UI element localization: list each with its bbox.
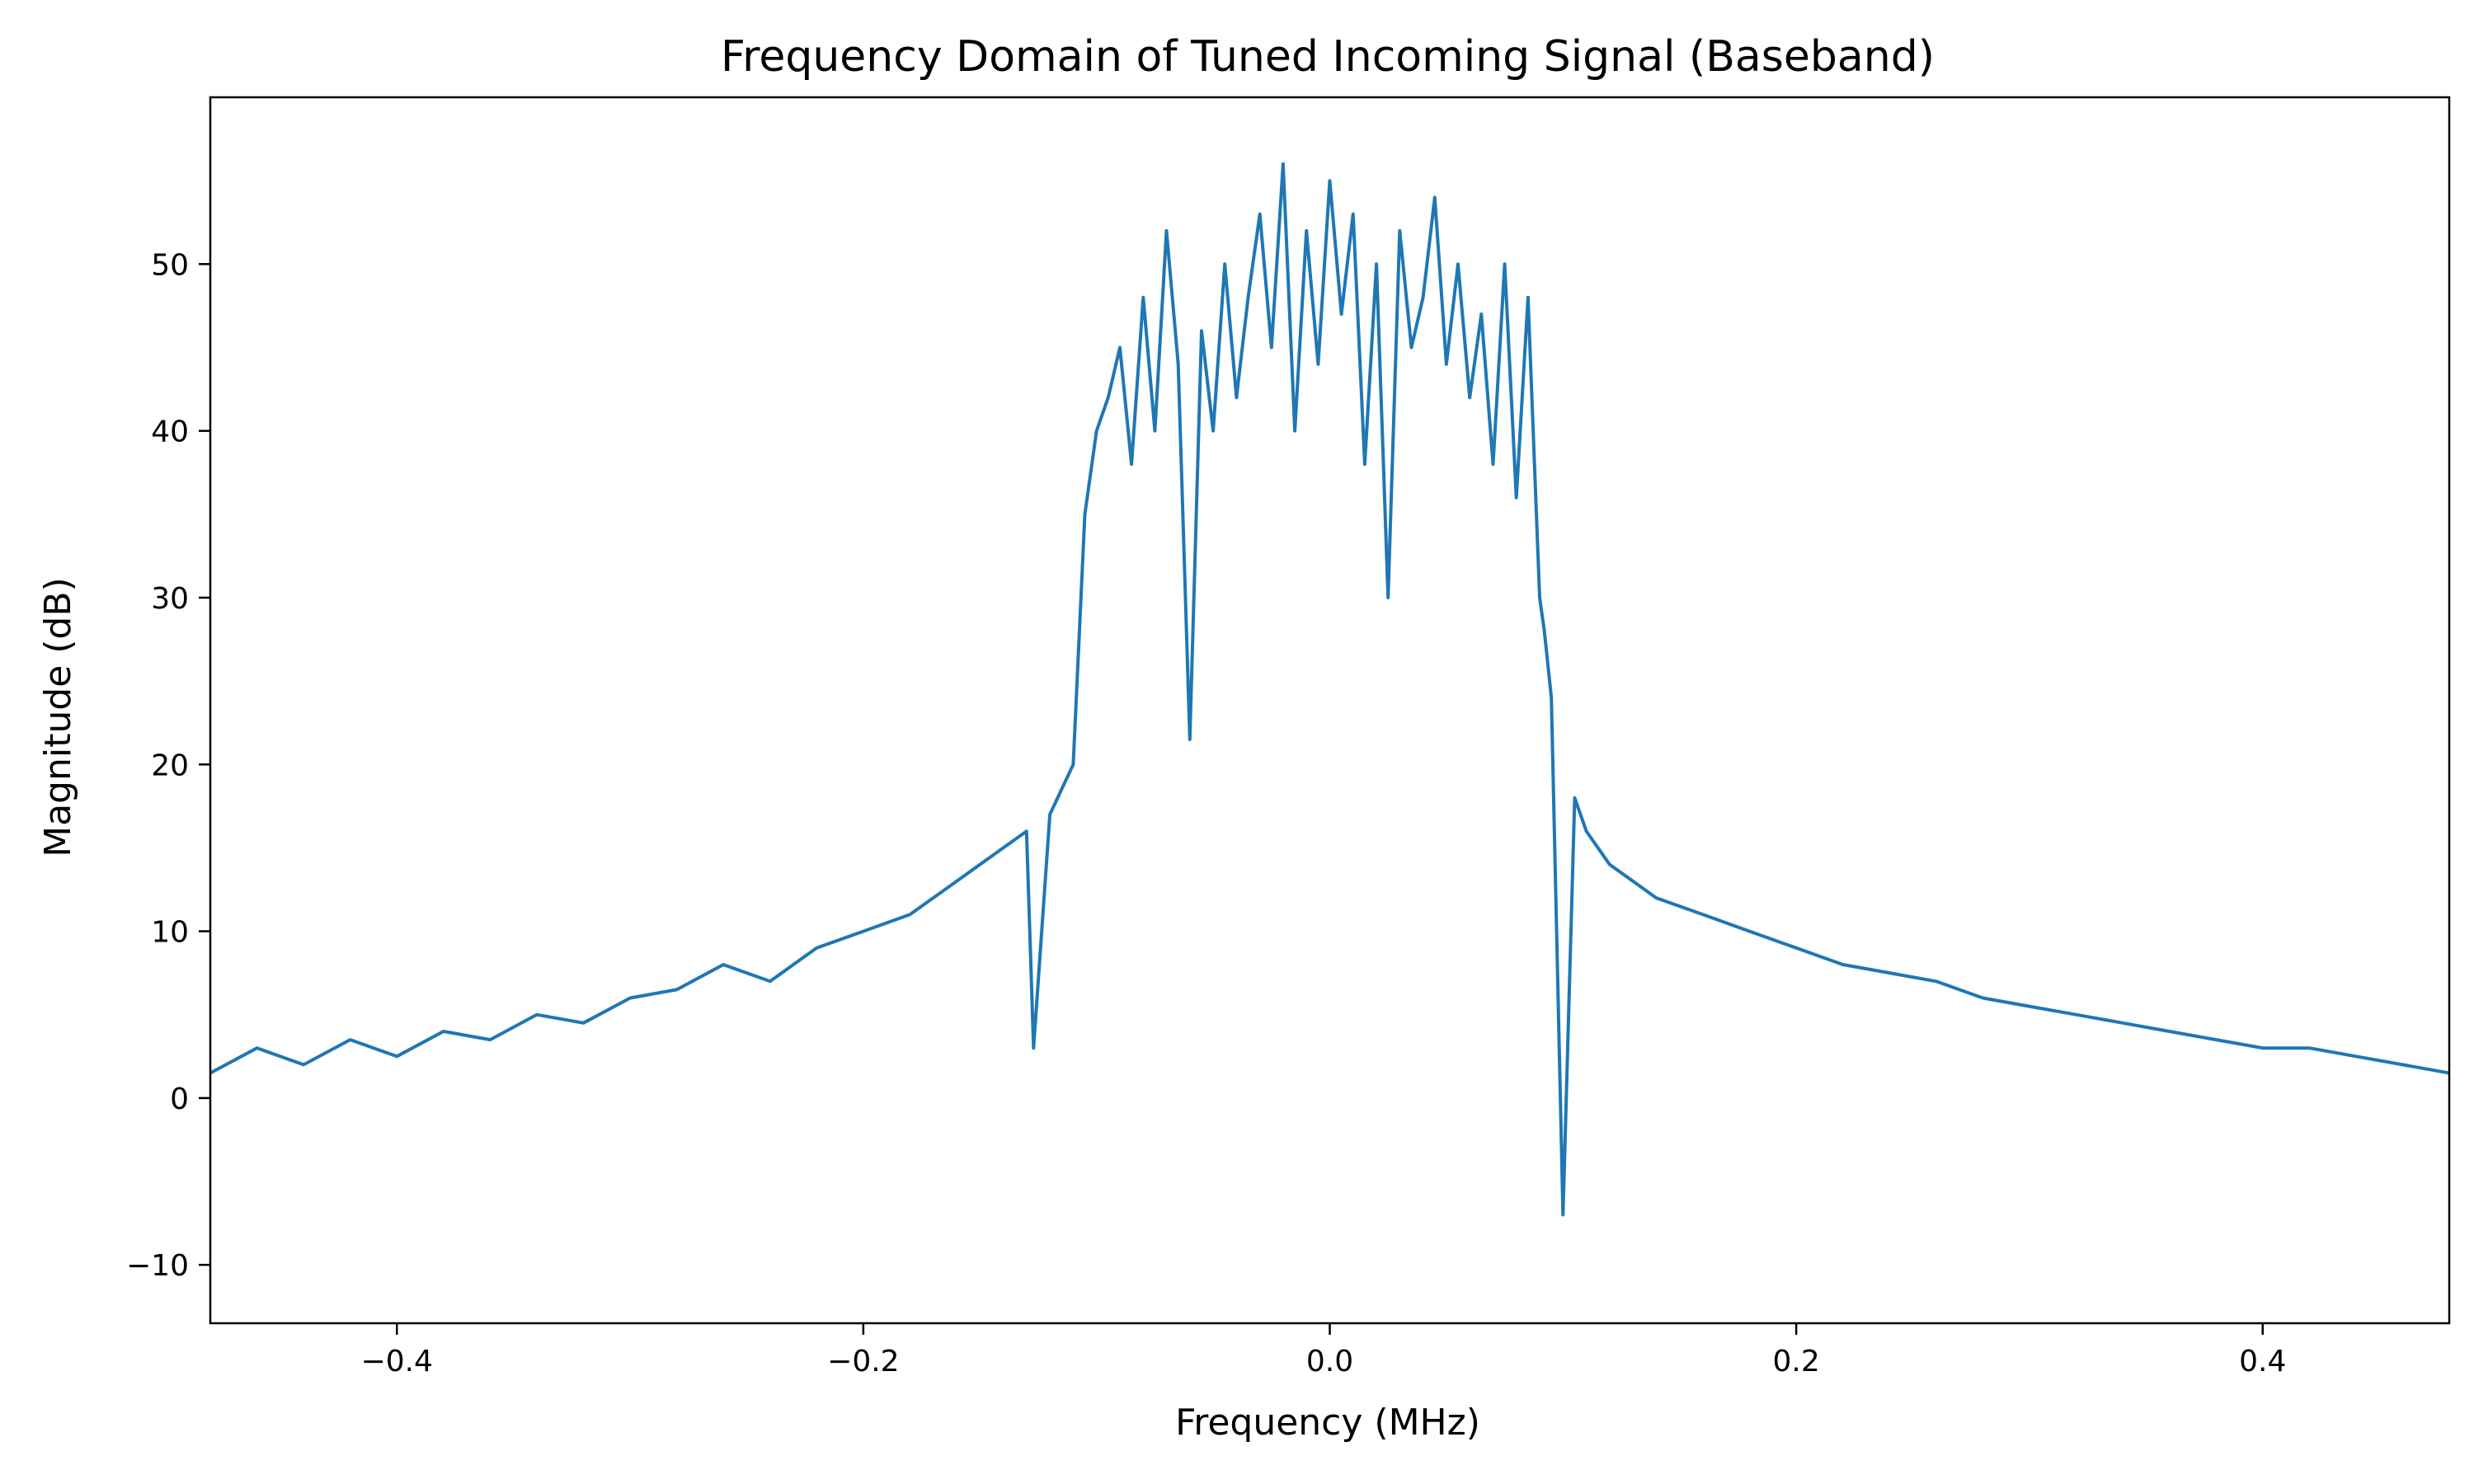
y-axis-label: Magnitude (dB)	[37, 577, 79, 857]
x-tick-label: −0.4	[361, 1345, 433, 1378]
x-tick-label: 0.2	[1772, 1345, 1819, 1378]
y-tick-label: 40	[151, 416, 189, 449]
y-tick-label: 0	[170, 1082, 189, 1116]
x-tick-label: −0.2	[827, 1345, 899, 1378]
y-tick-label: 50	[151, 248, 189, 282]
y-tick-label: 30	[151, 582, 189, 616]
y-tick-label: 10	[151, 916, 189, 950]
x-tick-label: 0.0	[1306, 1345, 1353, 1378]
series-line	[210, 162, 2449, 1217]
x-tick-label: 0.4	[2239, 1345, 2286, 1378]
axes-frame	[209, 96, 2451, 1325]
x-axis-label: Frequency (MHz)	[1175, 1402, 1480, 1444]
plot-area: −0.4 −0.2 0.0 0.2 0.4 −10 0 10 20 30 40 50	[126, 96, 2451, 1378]
y-tick-label: −10	[126, 1249, 189, 1283]
y-tick-label: 20	[151, 749, 189, 782]
chart-title: Frequency Domain of Tuned Incoming Signa…	[721, 32, 1935, 82]
